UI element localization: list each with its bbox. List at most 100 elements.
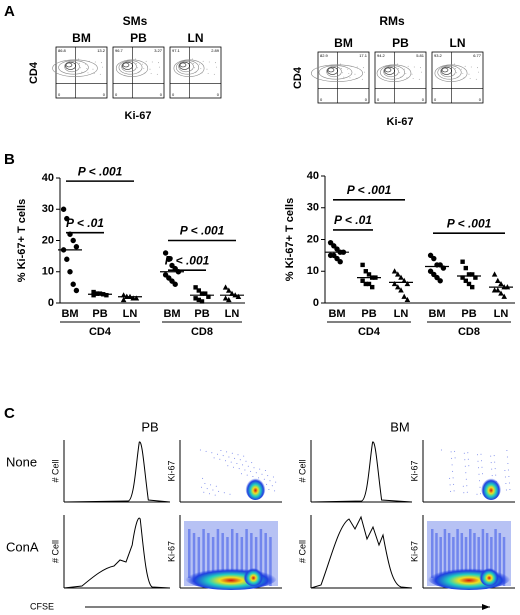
event <box>234 457 236 459</box>
event <box>149 68 151 70</box>
event <box>241 473 242 475</box>
event <box>454 450 456 452</box>
data-point <box>64 256 70 262</box>
event <box>214 494 216 496</box>
event <box>244 469 246 471</box>
plot-label: LN <box>450 36 466 50</box>
data-point <box>370 284 375 290</box>
event <box>462 485 464 487</box>
event <box>217 453 218 455</box>
data-point <box>466 272 472 277</box>
group-label: CD8 <box>458 326 480 338</box>
y-axis-label: # Cell <box>297 540 307 563</box>
event <box>405 73 407 74</box>
density-column <box>250 533 253 582</box>
event <box>475 78 477 80</box>
quadrant-value: 94.2 <box>377 53 386 58</box>
event <box>481 460 482 462</box>
event <box>93 73 95 74</box>
significance-label: P < .001 <box>78 164 123 178</box>
event <box>463 452 465 454</box>
event <box>464 459 466 461</box>
contour <box>173 59 205 77</box>
histogram <box>310 441 413 503</box>
event <box>461 68 463 70</box>
event <box>263 478 265 480</box>
event <box>451 457 453 459</box>
x-tick-label: BM <box>428 308 445 320</box>
event <box>361 78 363 80</box>
data-point <box>166 256 172 262</box>
density-column <box>202 529 205 578</box>
event <box>194 67 196 69</box>
x-tick-label: LN <box>225 308 240 320</box>
event <box>509 489 511 490</box>
contour <box>384 67 392 73</box>
event <box>272 476 274 478</box>
histogram <box>63 441 171 503</box>
density-column <box>490 537 493 586</box>
event <box>274 490 276 492</box>
flow-plot <box>55 46 108 99</box>
data-point <box>67 269 73 275</box>
data-point <box>498 290 504 296</box>
contour <box>121 61 137 73</box>
data-point <box>337 259 343 265</box>
event <box>479 480 480 482</box>
event <box>136 63 137 64</box>
event <box>266 483 268 485</box>
event <box>342 72 344 74</box>
event <box>94 61 96 63</box>
event <box>203 491 205 493</box>
density-column <box>439 537 442 586</box>
event <box>239 459 241 461</box>
event <box>468 465 470 467</box>
y-axis-label: Ki-67 <box>166 460 176 481</box>
y-tick-label: 40 <box>307 170 319 182</box>
density-column <box>216 529 220 578</box>
event <box>463 492 465 494</box>
density-column <box>443 529 447 578</box>
event <box>457 76 459 78</box>
event <box>504 476 506 478</box>
event <box>400 76 402 78</box>
data-point <box>401 277 407 283</box>
data-point <box>401 293 407 299</box>
event <box>85 63 87 65</box>
event <box>399 72 401 74</box>
plot-label: LN <box>188 31 204 45</box>
event <box>452 470 454 472</box>
quadrant-value: 2.89 <box>211 48 220 53</box>
event <box>92 68 94 70</box>
density-column <box>207 533 210 582</box>
data-point <box>120 296 127 303</box>
event <box>233 466 234 468</box>
event <box>508 482 510 484</box>
data-point <box>172 281 178 287</box>
data-point <box>470 272 475 277</box>
event <box>491 475 493 477</box>
quadrant-value: 0 <box>434 97 437 102</box>
event <box>339 63 341 65</box>
event <box>230 461 232 463</box>
contour <box>326 66 342 78</box>
event <box>350 65 352 67</box>
density-column <box>221 533 224 582</box>
event <box>251 462 253 464</box>
data-point <box>404 296 411 303</box>
event <box>202 477 204 479</box>
contour <box>118 60 143 75</box>
contour <box>311 64 363 82</box>
data-point <box>473 275 478 280</box>
event <box>247 465 249 467</box>
y-axis-label: % Ki-67+ T cells <box>16 199 28 282</box>
data-point <box>391 268 398 274</box>
event <box>354 73 356 75</box>
data-point <box>120 292 127 298</box>
data-point <box>391 280 398 287</box>
y-axis-label: Ki-67 <box>166 541 176 562</box>
event <box>465 472 467 474</box>
event <box>144 72 146 74</box>
event <box>495 474 497 476</box>
